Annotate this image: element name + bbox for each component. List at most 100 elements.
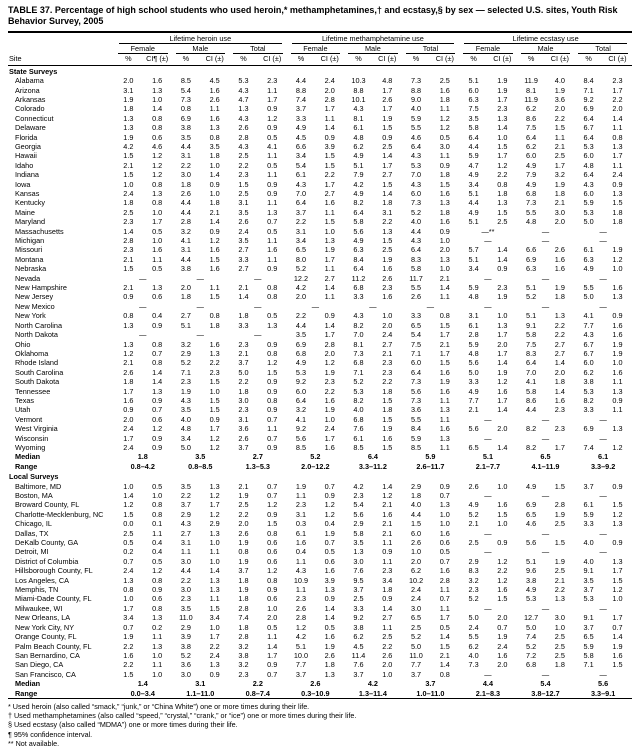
pct-value: 8.3 [526,348,537,358]
pct-value: 5.8 [526,330,537,340]
pct-value: 2.2 [180,575,191,585]
table-row: Oklahoma 1.2 0.7 2.9 1.3 2.1 0.8 6.8 2.0 7.3 2.1 7.… [8,349,632,358]
pct-value: 1.1 [295,491,307,500]
pct-value: 6.0 [583,189,594,198]
no-data-dash: — [139,330,147,340]
table-row: Alabama 2.0 1.6 8.5 4.5 5.3 2.3 4.4 2.4 10.3 4.8 7.… [8,76,632,85]
pct-value: 7.7 [468,395,479,405]
pct-value: 6.1 [353,433,364,443]
pct-value: 4.3 [353,104,364,114]
ci-value: 1.1 [612,405,623,415]
ci-value: 0.9 [324,491,335,500]
ci-value: 0.9 [612,311,623,321]
pct-value: 5.9 [583,198,594,208]
pct-value: 4.3 [238,113,249,123]
table-row: New York City, NY 0.7 0.2 2.9 1.0 1.8 0.5 1.2 0.… [8,623,632,632]
pct-value: 6.4 [410,367,422,377]
ci-value: 1.7 [209,424,220,434]
ci-value: 0.9 [497,538,508,548]
pct-value: 7.3 [468,660,479,670]
pct-value: 3.1 [238,414,249,424]
ci-value: 0.8 [152,123,163,133]
summary-value: 5.9 [425,452,436,462]
ci-value: 1.6 [439,386,450,396]
pct-value: 2.8 [295,613,307,623]
summary-value: 2.6 [310,679,321,689]
ci-value: 0.5 [267,132,278,142]
ci-value: 1.3 [439,405,450,415]
pct-value: 8.4 [583,76,594,86]
ci-value: 2.1 [439,339,450,349]
pct-value: 7.3 [410,198,422,208]
pct-value: 3.5 [295,330,307,340]
pct-value: 9.0 [410,94,422,104]
pct-value: 7.1 [180,367,191,377]
pct-value: 1.6 [123,395,134,405]
ci-value: 1.7 [267,94,278,104]
ci-value: 0.7 [612,622,623,632]
subheader-label: Female [463,44,513,55]
pct-value: 2.5 [123,528,134,538]
col-group-methamphetamine-label: Lifetime methamphetamine use [291,33,455,44]
pct-value: 1.1 [295,585,307,595]
pct-value: 7.7 [295,660,307,670]
ci-value: 1.1 [324,113,335,123]
ci-value: 1.6 [324,632,335,642]
ci-header: CI (±) [372,54,402,66]
ci-value: 1.7 [382,104,393,114]
subheader-total: Total [574,44,632,55]
pct-value: 1.7 [123,386,134,396]
pct-value: 3.8 [583,377,594,387]
ci-value: 0.8 [209,132,220,142]
ci-value: 1.1 [324,292,335,302]
ci-value: 1.7 [497,330,508,340]
site-name: Wisconsin [15,433,49,443]
pct-value: 1.4 [123,226,134,236]
table-row: Kansas 2.4 1.3 2.6 1.0 2.5 0.9 7.0 2.7 4.9 1.4 6.0 1… [8,189,632,198]
pct-value: 2.6 [238,433,249,443]
ci-value: 1.6 [152,245,163,255]
pct-value: 4.2 [123,141,134,151]
ci-value: 0.7 [439,594,450,604]
ci-value: 1.1 [267,254,278,264]
subheader-label: Female [118,44,168,55]
ci-value: 1.5 [497,594,508,604]
pct-value: 2.6 [238,123,249,133]
ci-value: 1.2 [612,254,623,264]
ci-value: 1.3 [612,292,623,302]
ci-value: 2.2 [324,386,335,396]
ci-value: 1.7 [439,348,450,358]
pct-value: 2.6 [295,603,307,613]
pct-value: 5.3 [583,594,594,604]
ci-value: 2.5 [554,519,565,529]
ci-value: 1.4 [209,170,220,180]
pct-value: 3.5 [180,481,191,491]
pct-value: 6.9 [583,424,594,434]
ci-value: 1.3 [439,254,450,264]
site-name: Kentucky [15,198,46,208]
pct-value: 6.4 [353,264,364,274]
ci-value: 0.9 [267,442,278,452]
pct-value: 5.0 [410,641,422,651]
pct-value: 1.8 [123,377,134,387]
ci-value: 1.5 [497,509,508,519]
ci-value: 0.8 [267,283,278,293]
ci-value: 2.3 [209,367,220,377]
pct-value: 3.0 [180,170,191,180]
pct-value: 4.9 [353,151,364,161]
pct-value: 3.0 [180,556,191,566]
ci-value: 1.9 [554,283,565,293]
ci-value: 2.6 [382,94,393,104]
pct-value: 6.8 [526,189,537,198]
table-row: Texas 1.6 0.9 4.3 1.5 3.0 0.8 6.4 1.6 8.2 1.5 7.3 1.… [8,396,632,405]
ci-value: 1.7 [554,160,565,170]
ci-value: 2.4 [324,424,335,434]
pct-value: 3.7 [583,481,594,491]
ci-value: 0.5 [439,547,450,557]
pct-value: 2.6 [238,528,249,538]
pct-value: 8.0 [295,254,307,264]
ci-value: 1.7 [324,254,335,264]
ci-value: 1.9 [497,367,508,377]
ci-value: 1.3 [497,320,508,330]
no-data-dash: — [254,301,262,311]
